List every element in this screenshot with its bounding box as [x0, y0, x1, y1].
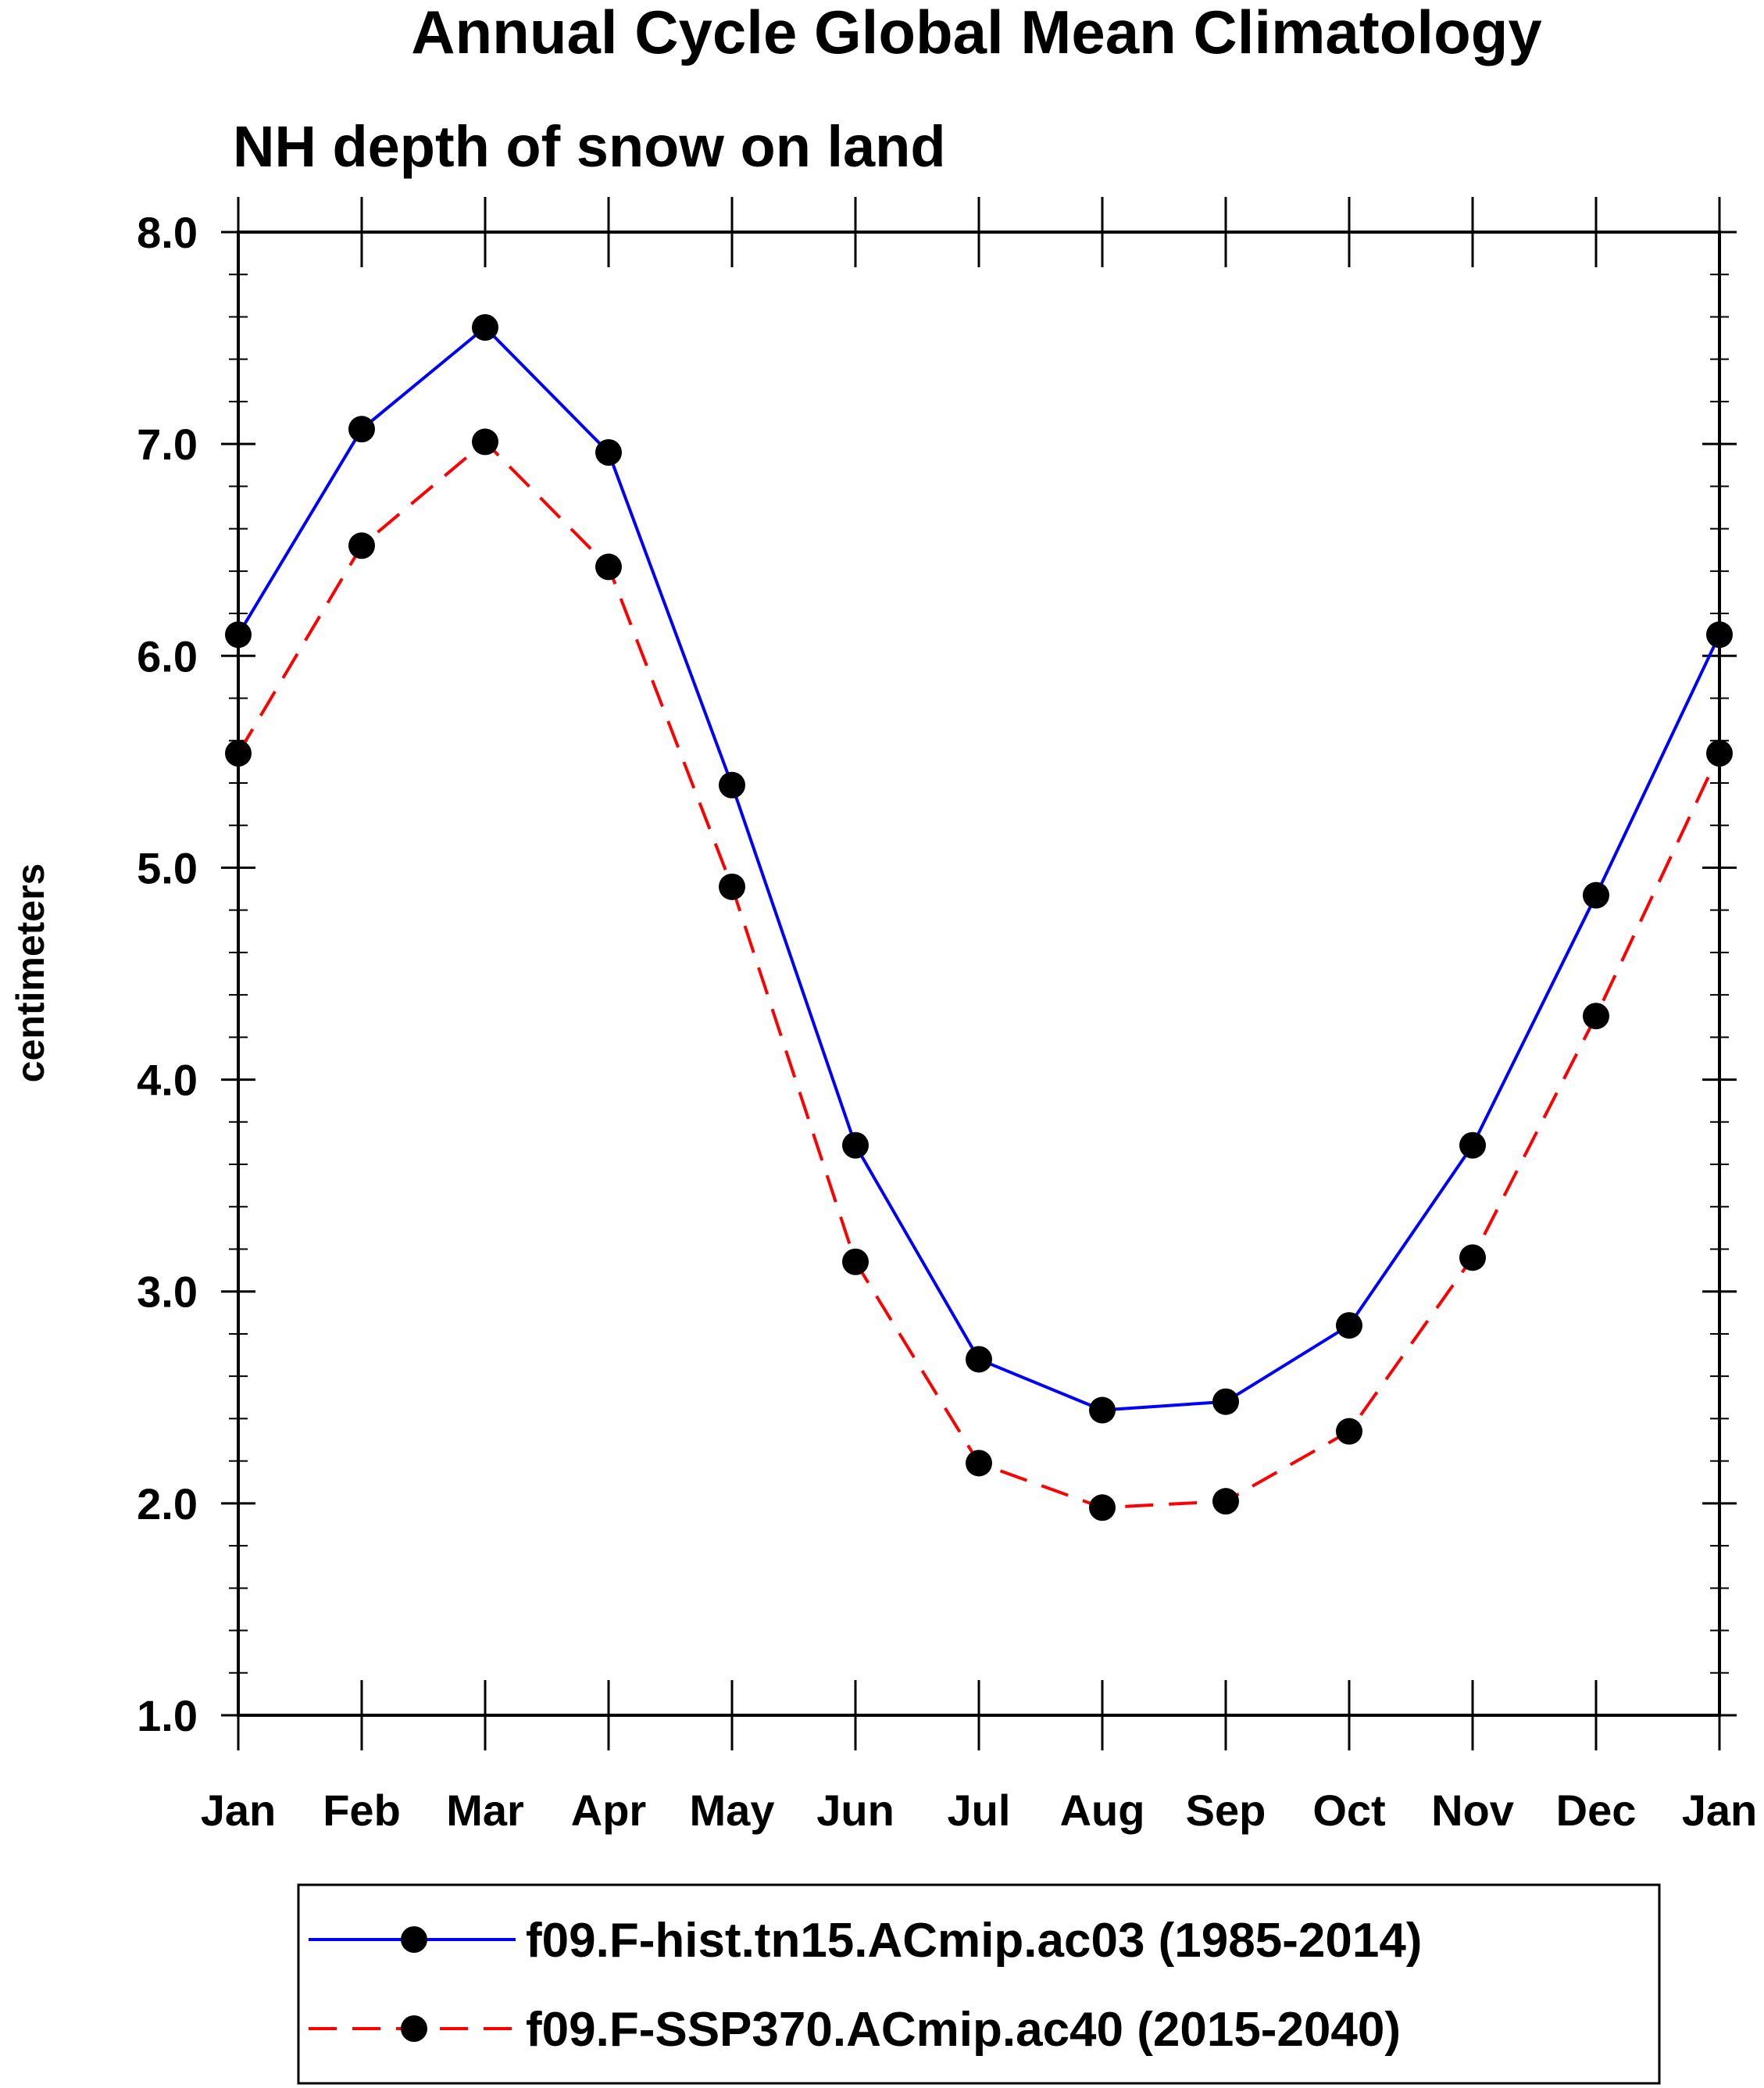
legend: f09.F-hist.tn15.ACmip.ac03 (1985-2014) f…: [297, 1883, 1661, 2085]
series-line-0: [237, 326, 1721, 1412]
data-point: [1459, 1132, 1486, 1159]
data-point: [719, 873, 745, 900]
y-tick-label: 1.0: [137, 1691, 198, 1740]
data-point: [1706, 740, 1733, 767]
x-tick-label: Dec: [1556, 1786, 1637, 1835]
y-tick-label: 3.0: [137, 1267, 198, 1317]
data-point: [225, 621, 252, 649]
legend-box: [297, 1883, 1661, 2085]
y-tick-label: 8.0: [137, 208, 198, 257]
data-point: [1583, 881, 1609, 909]
x-tick-label: Oct: [1312, 1786, 1385, 1835]
data-point: [1583, 1003, 1609, 1030]
x-tick-label: Sep: [1186, 1786, 1266, 1835]
plot-frame: [237, 231, 1721, 1717]
data-point: [1089, 1396, 1116, 1424]
y-tick-label: 7.0: [137, 420, 198, 469]
legend-marker-hist: [401, 1926, 427, 1953]
data-series: [225, 314, 1733, 1521]
data-point: [1212, 1388, 1239, 1415]
y-axis-label: centimeters: [9, 863, 52, 1083]
data-point: [1212, 1488, 1239, 1515]
chart-subtitle: NH depth of snow on land: [233, 114, 946, 179]
data-point: [1336, 1312, 1362, 1339]
data-point: [595, 438, 622, 466]
data-point: [966, 1450, 992, 1477]
data-point: [1336, 1418, 1362, 1445]
x-tick-label: Jan: [201, 1786, 277, 1835]
x-tick-label: Jan: [1682, 1786, 1758, 1835]
legend-label-ssp: f09.F-SSP370.ACmip.ac40 (2015-2040): [526, 2003, 1401, 2057]
x-tick-label: May: [690, 1786, 775, 1835]
data-point: [348, 416, 375, 443]
axis-ticks: 1.0 2.0 3.0 4.0 5.0 6.0 7.0 8.0 Jan Feb Mar Apr May J…: [137, 197, 1757, 1835]
chart-title: Annual Cycle Global Mean Climatology: [411, 0, 1542, 66]
data-point: [842, 1132, 869, 1159]
data-point: [225, 740, 252, 767]
data-point: [595, 553, 622, 581]
x-tick-label: Aug: [1060, 1786, 1145, 1835]
y-tick-label: 5.0: [137, 843, 198, 892]
x-tick-label: Mar: [446, 1786, 524, 1835]
x-tick-label: Apr: [571, 1786, 646, 1835]
data-point: [348, 532, 375, 560]
data-point: [719, 771, 745, 799]
data-point: [966, 1346, 992, 1373]
y-tick-label: 2.0: [137, 1479, 198, 1528]
x-tick-label: Jul: [948, 1786, 1011, 1835]
y-tick-label: 4.0: [137, 1056, 198, 1105]
y-tick-label: 6.0: [137, 631, 198, 681]
x-tick-label: Feb: [323, 1786, 401, 1835]
data-point: [472, 428, 498, 456]
x-tick-label: Jun: [816, 1786, 894, 1835]
data-point: [1706, 621, 1733, 649]
x-tick-label: Nov: [1431, 1786, 1514, 1835]
data-point: [472, 314, 498, 341]
data-point: [1459, 1244, 1486, 1271]
data-point: [842, 1248, 869, 1275]
legend-marker-ssp: [401, 2015, 427, 2042]
data-point: [1089, 1494, 1116, 1521]
legend-label-hist: f09.F-hist.tn15.ACmip.ac03 (1985-2014): [526, 1914, 1422, 1968]
